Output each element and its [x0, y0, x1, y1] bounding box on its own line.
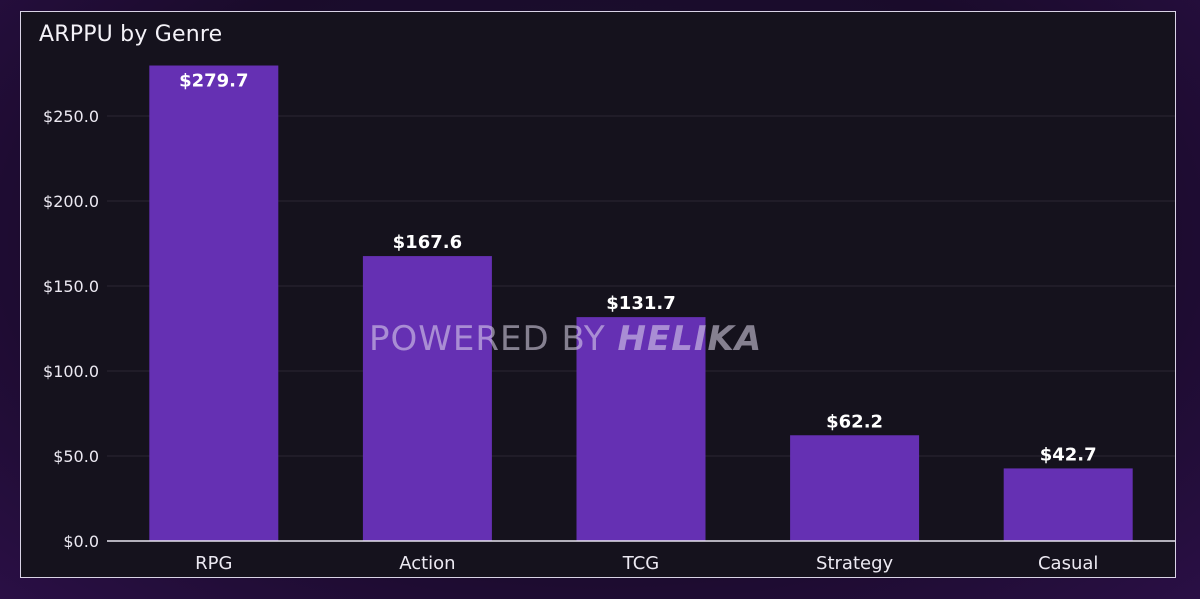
x-tick-label-rpg: RPG: [195, 553, 232, 574]
bar-chart: $0.0 $50.0 $100.0 $150.0 $200.0 $250.0 POWERE…: [43, 65, 1175, 574]
x-tick-label-tcg: TCG: [622, 553, 659, 574]
data-label-rpg: $279.7: [179, 71, 248, 92]
chart-title: ARPPU by Genre: [39, 22, 223, 47]
watermark: POWERED BY HELIKA: [369, 319, 762, 359]
x-tick-label-strategy: Strategy: [816, 553, 893, 574]
y-tick-label: $200.0: [43, 192, 99, 211]
watermark-prefix: POWERED BY: [369, 319, 618, 359]
x-tick-label-action: Action: [399, 553, 455, 574]
chart-panel: ARPPU by Genre $0.0 $50.0 $100.0 $150.0 $200…: [20, 11, 1176, 578]
x-tick-label-casual: Casual: [1038, 553, 1098, 574]
x-axis-categories: RPG Action TCG Strategy Casual: [195, 553, 1098, 574]
y-tick-label: $0.0: [63, 532, 99, 551]
y-axis-ticks: $0.0 $50.0 $100.0 $150.0 $200.0 $250.0: [43, 107, 99, 551]
data-label-casual: $42.7: [1040, 444, 1097, 465]
bar-strategy[interactable]: [790, 435, 920, 541]
bar-casual[interactable]: [1003, 468, 1133, 541]
y-tick-label: $100.0: [43, 362, 99, 381]
bars: [149, 65, 1133, 541]
data-label-tcg: $131.7: [606, 293, 675, 314]
data-label-strategy: $62.2: [826, 411, 883, 432]
y-tick-label: $250.0: [43, 107, 99, 126]
y-tick-label: $150.0: [43, 277, 99, 296]
y-tick-label: $50.0: [53, 447, 99, 466]
bar-action[interactable]: [362, 256, 492, 541]
bar-rpg[interactable]: [149, 65, 279, 541]
data-label-action: $167.6: [393, 232, 462, 253]
data-labels: $279.7 $167.6 $131.7 $62.2 $42.7: [179, 71, 1097, 466]
bar-tcg[interactable]: [576, 317, 706, 541]
watermark-brand: HELIKA: [618, 319, 763, 359]
